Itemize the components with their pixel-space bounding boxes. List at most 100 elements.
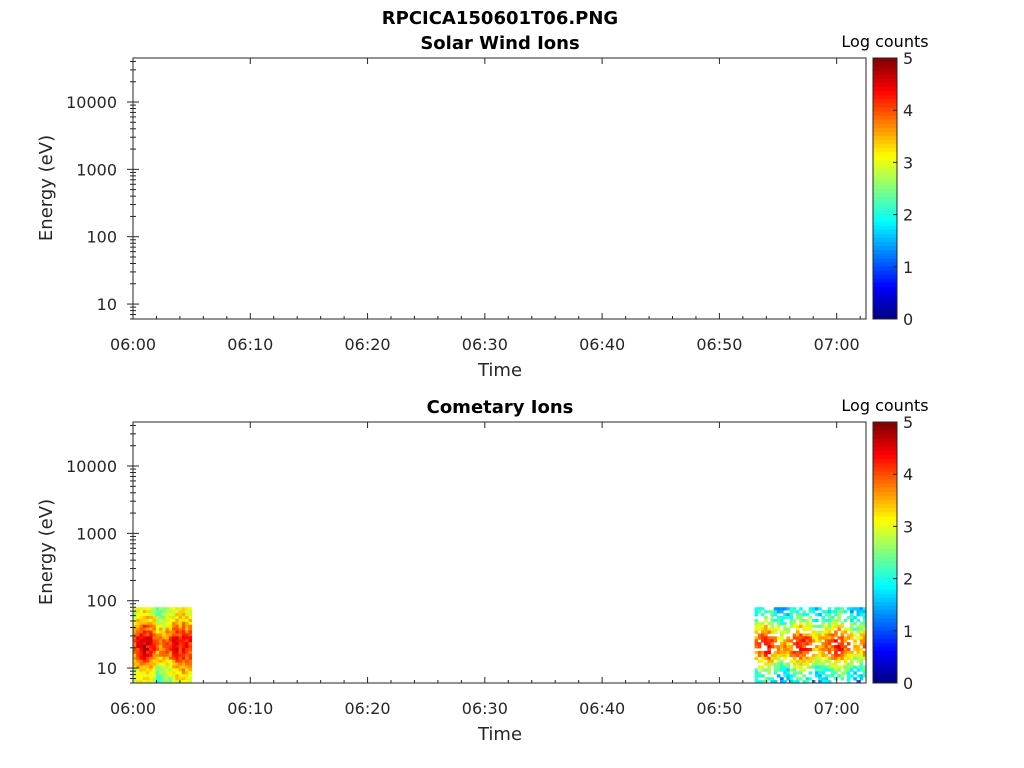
spectrogram-cell (792, 610, 797, 614)
spectrogram-cell (795, 653, 800, 658)
spectrogram-cell (853, 656, 857, 661)
spectrogram-cell (181, 633, 186, 637)
spectrogram-cell (136, 639, 140, 643)
spectrogram-cell (805, 621, 810, 626)
spectrogram-cell (827, 624, 832, 629)
spectrogram-cell (827, 645, 832, 649)
spectrogram-cell (165, 648, 170, 652)
spectrogram-cell (773, 645, 778, 649)
spectrogram-cell (827, 665, 832, 669)
spectrogram-cell (786, 645, 790, 649)
spectrogram-cell (827, 650, 832, 655)
spectrogram-cell (757, 674, 762, 678)
spectrogram-cell (139, 656, 144, 661)
colorbar-segment (873, 135, 897, 141)
spectrogram-cell (757, 621, 762, 626)
spectrogram-cell (146, 636, 150, 640)
spectrogram-cell (824, 610, 829, 614)
spectrogram-cell (786, 639, 790, 643)
spectrogram-cell (149, 642, 153, 646)
colorbar-segment (873, 217, 897, 222)
spectrogram-cell (133, 615, 137, 620)
spectrogram-cell (773, 671, 778, 675)
spectrogram-cell (165, 633, 170, 637)
spectrogram-cell (136, 650, 140, 655)
spectrogram-cell (827, 607, 832, 611)
spectrogram-cell (185, 645, 189, 649)
y-tick-label: 10 (97, 295, 117, 314)
spectrogram-cell (165, 659, 170, 663)
spectrogram-cell (136, 642, 140, 646)
spectrogram-cell (773, 607, 778, 611)
spectrogram-cell (780, 680, 784, 684)
spectrogram-cell (181, 607, 186, 611)
spectrogram-cell (824, 636, 829, 640)
spectrogram-cell (834, 662, 838, 666)
spectrogram-cell (840, 624, 845, 629)
spectrogram-cell (168, 618, 173, 623)
spectrogram-cell (185, 624, 189, 629)
spectrogram-cell (754, 630, 759, 634)
spectrogram-cell (850, 610, 854, 614)
colorbar-segment (873, 98, 897, 104)
spectrogram-cell (152, 662, 157, 666)
spectrogram-cell (834, 610, 838, 614)
spectrogram-cell (136, 680, 140, 684)
spectrogram-cell (834, 668, 838, 672)
spectrogram-cell (754, 668, 759, 672)
x-tick-label: 07:00 (814, 335, 860, 354)
spectrogram-cell (837, 613, 841, 617)
spectrogram-cell (760, 674, 765, 678)
spectrogram-cell (824, 659, 829, 663)
spectrogram-cell (783, 639, 787, 643)
spectrogram-cell (792, 662, 797, 666)
spectrogram-cell (799, 653, 803, 658)
spectrogram-cell (136, 674, 140, 678)
spectrogram-cell (133, 639, 137, 643)
spectrogram-cell (754, 677, 759, 681)
spectrogram-cell (853, 642, 857, 646)
spectrogram-cell (133, 656, 137, 661)
spectrogram-cell (136, 662, 140, 666)
colorbar-segment (873, 585, 897, 590)
spectrogram-cell (172, 656, 176, 661)
spectrogram-cell (133, 645, 137, 649)
spectrogram-cell (824, 633, 829, 637)
spectrogram-cell (862, 624, 867, 629)
spectrogram-cell (155, 671, 160, 675)
spectrogram-cell (783, 607, 787, 611)
spectrogram-cell (181, 636, 186, 640)
spectrogram-cell (824, 627, 829, 631)
spectrogram-cell (142, 627, 147, 631)
spectrogram-cell (142, 659, 147, 663)
spectrogram-cell (846, 671, 851, 675)
spectrogram-cell (802, 659, 806, 663)
spectrogram-cell (162, 662, 166, 666)
spectrogram-cell (811, 656, 816, 661)
colorbar-segment (873, 147, 897, 153)
spectrogram-cell (162, 653, 166, 658)
spectrogram-cell (805, 650, 810, 655)
colorbar-segment (873, 119, 897, 124)
spectrogram-cell (155, 674, 160, 678)
spectrogram-cell (133, 624, 137, 629)
colorbar-segment (873, 261, 897, 267)
spectrogram-cell (830, 627, 835, 631)
spectrogram-cell (780, 618, 784, 623)
spectrogram-cell (776, 645, 781, 649)
spectrogram-cell (827, 627, 832, 631)
y-axis-label: Energy (eV) (36, 499, 57, 605)
spectrogram-cell (824, 677, 829, 681)
spectrogram-cell (159, 621, 163, 626)
spectrogram-cell (837, 627, 841, 631)
spectrogram-cell (783, 665, 787, 669)
spectrogram-cell (149, 633, 153, 637)
colorbar-segment (873, 159, 897, 165)
spectrogram-cell (168, 624, 173, 629)
spectrogram-cell (843, 627, 848, 631)
colorbar-segment (873, 625, 897, 631)
spectrogram-cell (818, 624, 822, 629)
spectrogram-cell (843, 656, 848, 661)
spectrogram-cell (827, 662, 832, 666)
spectrogram-cell (172, 630, 176, 634)
